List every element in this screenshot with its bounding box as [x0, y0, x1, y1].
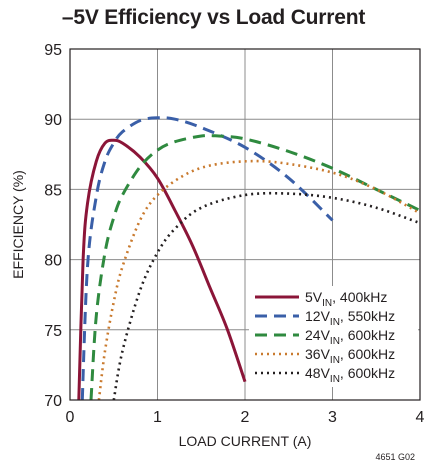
chart-title: –5V Efficiency vs Load Current: [61, 6, 366, 29]
y-axis-label: EFFICIENCY (%): [10, 170, 26, 279]
y-tick-label: 80: [44, 253, 62, 270]
legend-label: 24VIN, 600kHz: [305, 327, 395, 347]
legend-vin: 24V: [305, 327, 331, 343]
legend-sub: IN: [330, 374, 340, 385]
legend-freq: , 600kHz: [340, 327, 395, 343]
legend-sub: IN: [330, 317, 340, 328]
legend-vin: 12V: [305, 308, 331, 324]
legend-label: 5VIN, 400kHz: [305, 289, 387, 309]
legend-freq: , 400kHz: [332, 289, 387, 305]
tick-labels: 0 1 2 3 4 70 75 80 85 90 95: [44, 42, 424, 426]
x-tick-label: 0: [66, 409, 75, 426]
series-line-12v: [80, 116, 334, 400]
series-line-24v: [89, 133, 420, 400]
legend-freq: , 550kHz: [340, 308, 395, 324]
legend-vin: 48V: [305, 365, 331, 381]
y-tick-label: 95: [44, 42, 62, 59]
legend-label: 48VIN, 600kHz: [305, 365, 395, 385]
legend-label: 36VIN, 600kHz: [305, 346, 395, 366]
x-tick-label: 4: [416, 409, 425, 426]
figure-reference: 4651 G02: [375, 452, 415, 462]
y-tick-label: 75: [44, 323, 62, 340]
x-tick-label: 1: [153, 409, 162, 426]
legend-sub: IN: [330, 336, 340, 347]
y-tick-label: 90: [44, 112, 62, 129]
plot-frame: [69, 48, 421, 401]
legend-sub: IN: [322, 298, 332, 309]
legend-freq: , 600kHz: [340, 346, 395, 362]
data-series: [77, 116, 420, 400]
legend-vin: 5V: [305, 289, 323, 305]
y-tick-label: 85: [44, 182, 62, 199]
y-tick-label: 70: [44, 393, 62, 410]
series-line-5v: [77, 138, 247, 400]
legend-vin: 36V: [305, 346, 331, 362]
legend-label: 12VIN, 550kHz: [305, 308, 395, 328]
legend-freq: , 600kHz: [340, 365, 395, 381]
x-tick-label: 3: [328, 409, 337, 426]
x-axis-label: LOAD CURRENT (A): [179, 433, 312, 449]
legend-sub: IN: [330, 355, 340, 366]
x-tick-label: 2: [241, 409, 250, 426]
